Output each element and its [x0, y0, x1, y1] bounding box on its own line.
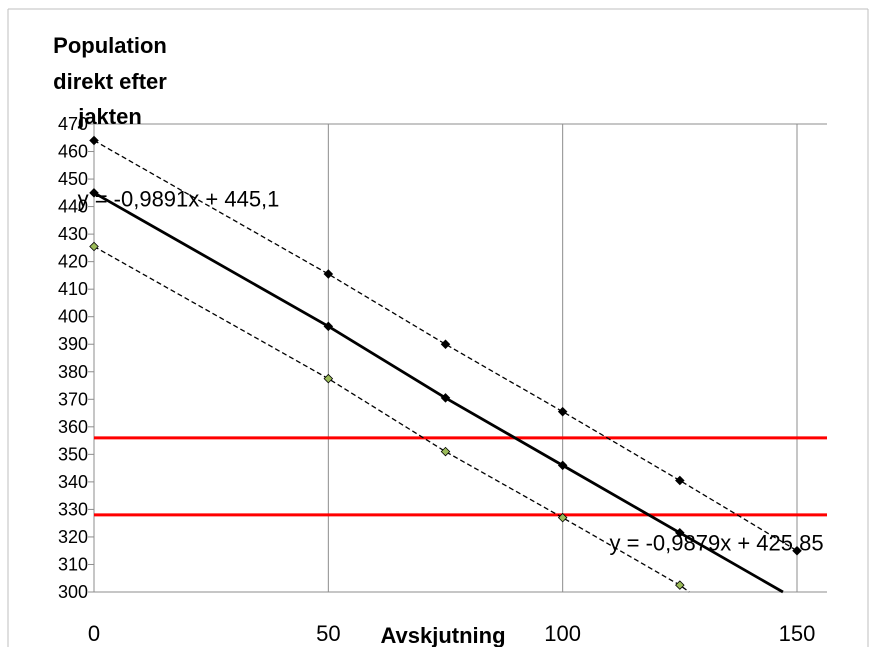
chart-frame [7, 8, 869, 647]
trendline-equation: y = -0,9891x + 445,1 [78, 187, 280, 212]
y-tick-label: 350 [58, 444, 88, 464]
series-marker-0 [323, 269, 334, 279]
x-tick-labels: 0 50 100 150 [88, 621, 815, 646]
series-marker-2 [323, 373, 334, 384]
x-tick-label: 100 [544, 621, 581, 646]
y-tick-label: 430 [58, 224, 88, 244]
y-tick-label: 390 [58, 334, 88, 354]
series-marker-0 [440, 339, 451, 350]
x-axis-title: Avskjutning [380, 623, 505, 647]
y-tick-label: 450 [58, 169, 88, 189]
x-tick-label: 0 [88, 621, 100, 646]
y-axis-title-line: Population [53, 33, 167, 58]
x-tick-label: 50 [316, 621, 340, 646]
y-tick-label: 310 [58, 554, 88, 574]
series-marker-1 [440, 393, 451, 403]
y-tick-label: 440 [58, 197, 88, 217]
reference-lines [94, 436, 827, 517]
x-tick-label: 150 [779, 621, 816, 646]
series-markers [89, 135, 802, 590]
y-tick-labels: 300 310 320 330 340 350 360 370 380 390 400 410 420 4… [58, 114, 88, 602]
series-line-2 [93, 245, 690, 593]
y-axis-title-line: direkt efter [53, 69, 167, 94]
y-tick-label: 470 [58, 114, 88, 134]
series-marker-0 [675, 475, 685, 486]
y-axis-title-line: jakten [77, 104, 142, 129]
y-tick-label: 380 [58, 362, 88, 382]
series-marker-2 [89, 241, 99, 252]
series-marker-1 [323, 321, 334, 332]
y-tick-label: 340 [58, 472, 88, 492]
trendline-equation: y = -0,9879x + 425,85 [610, 531, 824, 556]
axis-titles: Population direkt efter jakten Avskjutning [53, 33, 505, 647]
y-tick-label: 320 [58, 527, 88, 547]
y-tick-label: 300 [58, 582, 88, 602]
y-tick-label: 410 [58, 279, 88, 299]
series-line-0 [93, 139, 798, 552]
annotations: y = -0,9891x + 445,1 y = -0,9879x + 425,8… [78, 187, 824, 556]
series-marker-0 [792, 545, 802, 556]
y-tick-label: 360 [58, 417, 88, 437]
series-marker-2 [557, 512, 568, 523]
y-tick-label: 460 [58, 142, 88, 162]
y-tick-label: 330 [58, 499, 88, 519]
y-tick-label: 400 [58, 307, 88, 327]
series-marker-1 [675, 528, 685, 538]
series-marker-2 [440, 446, 451, 457]
series-lines [93, 139, 798, 594]
grid-lines [88, 123, 827, 593]
series-line-1 [93, 191, 784, 594]
series-marker-0 [89, 135, 99, 146]
series-marker-1 [89, 188, 99, 198]
series-marker-0 [557, 406, 568, 417]
series-marker-2 [675, 580, 685, 590]
y-tick-label: 370 [58, 389, 88, 409]
y-tick-label: 420 [58, 252, 88, 272]
series-marker-1 [557, 460, 568, 471]
